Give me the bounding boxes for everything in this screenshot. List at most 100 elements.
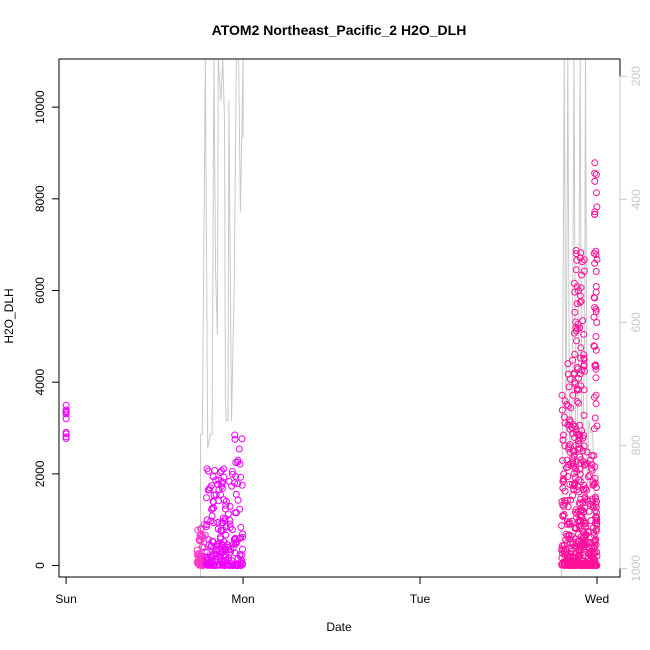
data-point: [581, 504, 589, 512]
data-point: [581, 559, 589, 567]
data-point: [565, 383, 573, 391]
data-point: [559, 501, 567, 509]
data-point: [569, 356, 577, 364]
data-point: [558, 391, 566, 399]
data-point: [590, 249, 598, 257]
data-point: [234, 480, 242, 488]
data-point: [212, 550, 220, 558]
data-point: [593, 525, 601, 533]
data-point: [580, 267, 588, 275]
data-point: [559, 512, 567, 520]
data-point: [591, 304, 599, 311]
data-point: [558, 545, 566, 553]
data-point: [237, 523, 245, 531]
data-point: [573, 510, 581, 518]
data-point: [573, 337, 580, 345]
data-point: [575, 399, 583, 407]
data-point: [583, 486, 591, 494]
data-point: [569, 391, 577, 399]
data-point: [591, 539, 599, 547]
data-point: [592, 365, 600, 373]
data-point: [226, 517, 234, 524]
data-point: [228, 526, 236, 534]
data-point: [575, 440, 583, 448]
data-point: [234, 456, 242, 464]
data-point: [204, 561, 212, 569]
data-point: [584, 473, 592, 481]
data-point: [237, 562, 245, 569]
data-point: [593, 509, 600, 516]
data-point: [576, 324, 584, 332]
data-point: [565, 461, 573, 469]
data-point: [563, 456, 571, 464]
y-tick-label: 4000: [33, 369, 47, 396]
data-point: [592, 251, 600, 259]
data-point: [591, 210, 598, 218]
data-point: [592, 283, 600, 290]
data-point: [228, 468, 236, 475]
data-point: [214, 519, 222, 526]
data-point: [565, 443, 573, 451]
data-point: [576, 254, 584, 262]
data-point: [591, 414, 599, 422]
data-point: [572, 535, 579, 543]
data-point: [580, 432, 587, 439]
y2-tick-label: 400: [629, 189, 643, 209]
data-point: [228, 470, 236, 478]
data-point: [214, 480, 222, 488]
data-point: [567, 404, 575, 412]
data-point: [62, 408, 70, 415]
data-point: [576, 500, 584, 508]
data-point: [214, 525, 222, 533]
data-point: [558, 522, 566, 530]
data-point: [586, 456, 594, 464]
data-point: [590, 425, 598, 433]
data-point: [576, 465, 584, 473]
y-tick-label: 0: [33, 562, 47, 569]
data-point: [232, 490, 240, 498]
data-point: [571, 288, 579, 296]
data-point: [579, 447, 587, 455]
y-tick-label: 6000: [33, 277, 47, 304]
data-point: [592, 189, 600, 197]
data-point: [585, 471, 593, 479]
data-point: [221, 505, 229, 513]
data-point: [209, 473, 217, 481]
data-point: [227, 546, 235, 553]
data-point: [560, 547, 568, 555]
y2-tick-label: 200: [629, 66, 643, 86]
data-point: [239, 530, 246, 538]
data-point: [572, 318, 580, 326]
data-point: [218, 467, 225, 475]
data-point: [211, 467, 219, 474]
data-point: [577, 249, 585, 257]
data-point: [234, 496, 242, 504]
y-tick-label: 2000: [33, 460, 47, 487]
data-point: [203, 548, 211, 556]
x-axis-label: Date: [326, 620, 352, 634]
data-point: [219, 514, 227, 522]
x-tick-label: Mon: [231, 592, 254, 606]
data-point: [220, 473, 228, 481]
data-point: [591, 507, 599, 515]
data-point: [558, 561, 566, 569]
x-tick-label: Sun: [55, 592, 76, 606]
data-point: [207, 482, 215, 490]
data-point: [591, 479, 599, 487]
data-point: [206, 484, 214, 492]
data-point: [572, 465, 579, 473]
data-point: [590, 452, 598, 460]
data-point: [559, 436, 567, 444]
data-point: [593, 521, 601, 529]
y2-tick-label: 1000: [629, 555, 643, 582]
data-point: [592, 333, 600, 340]
data-point: [590, 393, 598, 401]
y2-tick-label: 800: [629, 435, 643, 455]
data-point: [573, 514, 581, 521]
data-point: [560, 470, 568, 478]
data-point: [572, 250, 580, 258]
data-point: [590, 531, 598, 539]
data-point: [197, 525, 205, 533]
data-point: [572, 506, 580, 514]
data-point: [236, 505, 244, 513]
